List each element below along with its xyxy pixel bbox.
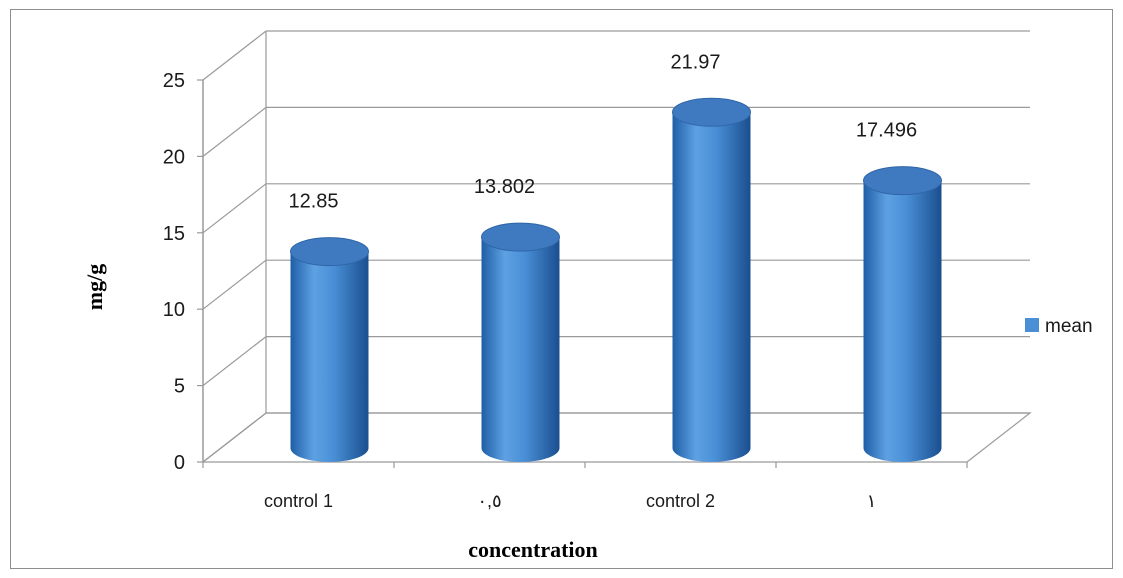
data-label: 13.802 [474, 176, 535, 198]
bar-body [290, 251, 369, 462]
x-axis-title: concentration [468, 537, 598, 562]
y-axis-ticks: 0 5 10 15 20 25 [163, 70, 185, 474]
data-labels: 12.85 13.802 21.97 17.496 [288, 51, 917, 212]
bars [290, 97, 942, 462]
legend-swatch [1025, 318, 1039, 332]
bar-body [481, 237, 560, 462]
y-tick-label: 15 [163, 223, 185, 245]
grid-diagonal [202, 106, 267, 157]
data-label: 21.97 [670, 51, 720, 73]
bar-body [863, 180, 942, 462]
y-tick-label: 20 [163, 146, 185, 168]
grid-diagonal [202, 30, 267, 81]
grid-diagonal [202, 259, 267, 310]
legend: mean [1025, 316, 1093, 337]
grid-diagonal [202, 183, 267, 234]
bar-top [863, 166, 942, 196]
x-axis-categories: control 1 ٠,٥ control 2 ١ [264, 491, 876, 511]
bar [863, 166, 942, 462]
category-label: control 2 [646, 491, 715, 511]
bar-top [672, 97, 751, 127]
legend-label: mean [1045, 316, 1093, 337]
y-axis-title: mg/g [82, 264, 107, 310]
category-label: control 1 [264, 491, 333, 511]
data-label: 17.496 [856, 120, 917, 142]
y-tick-label: 10 [163, 299, 185, 321]
category-label: ١ [867, 491, 877, 511]
data-label: 12.85 [288, 191, 338, 213]
bar [481, 222, 560, 462]
bar-top [481, 222, 560, 252]
grid-diagonal [202, 336, 267, 387]
y-tick-label: 0 [174, 452, 185, 474]
y-tick-label: 5 [174, 376, 185, 398]
category-label: ٠,٥ [477, 491, 501, 511]
bar [672, 97, 751, 462]
bar-body [672, 112, 751, 462]
bar-top [290, 237, 369, 267]
bar [290, 237, 369, 462]
grid-diagonal [202, 412, 267, 463]
y-tick-label: 25 [163, 70, 185, 92]
